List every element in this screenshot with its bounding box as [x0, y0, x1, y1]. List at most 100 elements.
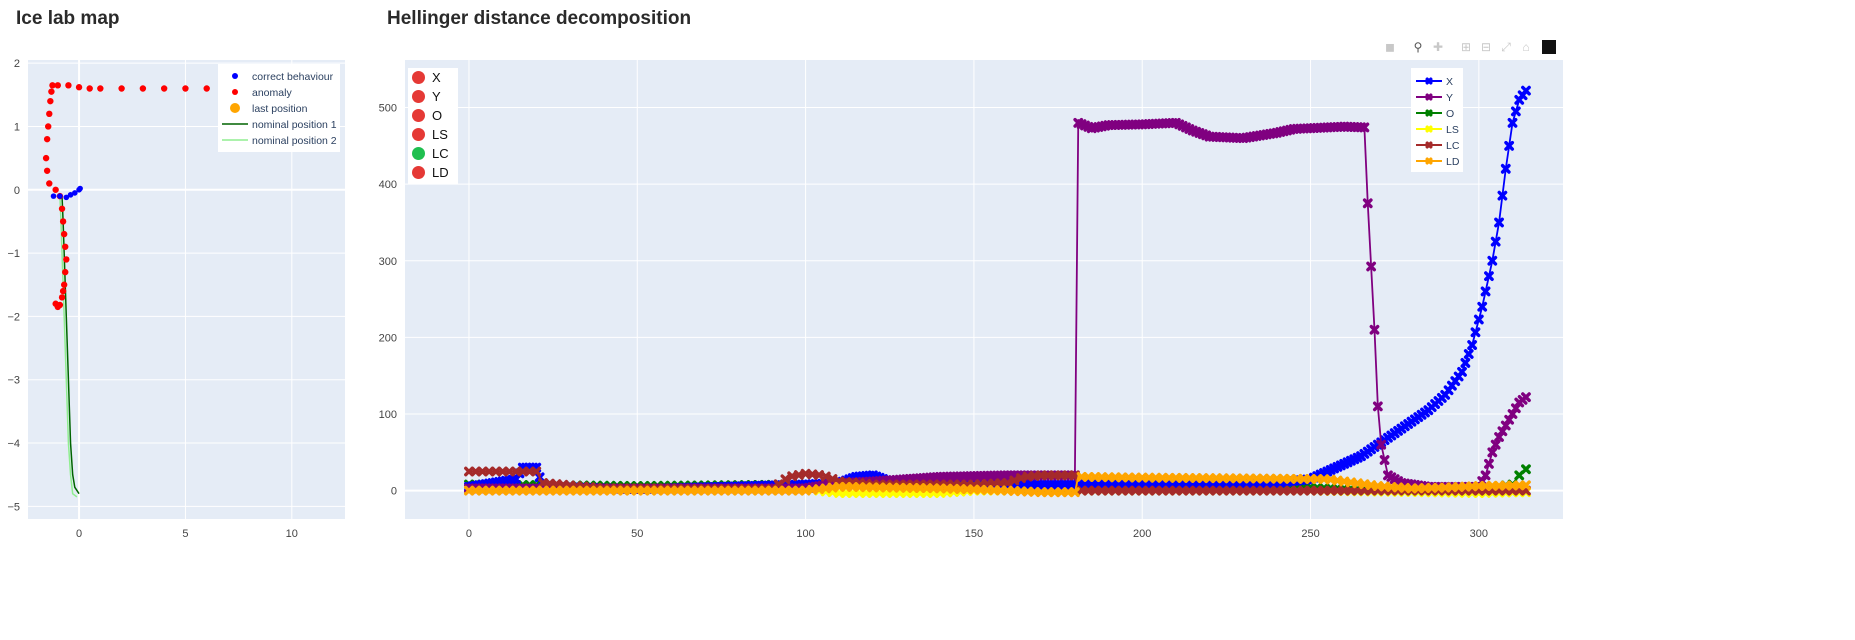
decomposition-title: Hellinger distance decomposition	[387, 8, 692, 29]
hd-legend-bg	[1411, 68, 1463, 172]
hd-marker-ld	[551, 485, 562, 496]
correct-point	[72, 190, 78, 196]
x-tick-label: 150	[965, 528, 983, 540]
hd-marker-ld	[767, 485, 777, 496]
status-row-ls: LS	[408, 125, 458, 144]
hd-marker-ld	[477, 485, 488, 496]
hd-marker-ld	[1056, 487, 1067, 498]
y-tick-label: −2	[7, 311, 20, 323]
anomaly-point	[58, 205, 66, 212]
anomaly-point	[59, 287, 67, 295]
hd-marker-x	[1470, 327, 1481, 338]
pan-icon[interactable]: ✚	[1432, 40, 1444, 54]
anomaly-point	[75, 84, 83, 91]
hd-marker-ld	[699, 485, 710, 496]
hd-marker-ld	[531, 485, 542, 496]
hd-marker-y	[1487, 447, 1498, 458]
hd-marker-lc	[1009, 475, 1020, 486]
hd-marker-ld	[753, 485, 764, 496]
hd-marker-lc	[511, 466, 521, 477]
hd-marker-lc	[1117, 485, 1127, 496]
chart-modebar: ◼ ⚲ ✚ ⊞ ⊟ ⤢ ⌂	[1380, 38, 1556, 56]
hd-marker-lc	[1049, 470, 1060, 481]
status-label: LS	[432, 127, 448, 142]
hd-marker-ld	[490, 485, 501, 496]
hd-marker-ld	[760, 485, 771, 496]
hd-marker-lc	[1150, 485, 1161, 496]
anomaly-point	[49, 82, 56, 89]
hd-marker-ld	[585, 485, 596, 496]
hd-marker-lc	[504, 466, 515, 477]
legend-dot-icon	[232, 89, 238, 95]
hd-marker-ld	[484, 485, 495, 496]
status-label: LC	[432, 146, 449, 161]
zoom-icon[interactable]: ⚲	[1413, 40, 1423, 54]
hd-marker-lc	[1170, 485, 1181, 496]
hd-marker-ld	[652, 485, 663, 496]
autoscale-icon[interactable]: ⤢	[1501, 39, 1511, 54]
hd-marker-ld	[679, 485, 690, 496]
hd-marker-x	[1504, 140, 1515, 151]
anomaly-point	[182, 85, 189, 92]
hd-marker-y	[1376, 439, 1387, 450]
hd-marker-lc	[1218, 485, 1228, 496]
reset-axes-icon[interactable]: ⌂	[1522, 40, 1530, 54]
hd-marker-ld	[1191, 473, 1201, 483]
x-tick-label: 250	[1301, 528, 1319, 540]
correct-point	[57, 193, 63, 199]
legend-marker-icon	[1425, 93, 1433, 101]
hd-marker-lc	[1002, 478, 1013, 488]
hd-marker-lc	[1137, 485, 1148, 496]
camera-icon[interactable]: ◼	[1385, 40, 1395, 54]
hd-marker-ld	[625, 485, 636, 496]
hd-marker-ld	[733, 485, 744, 496]
hd-marker-ld	[605, 485, 616, 496]
hd-marker-lc	[1177, 485, 1188, 496]
hd-marker-ld	[1083, 472, 1094, 482]
zoom-out-icon[interactable]: ⊟	[1480, 40, 1492, 54]
legend-marker-icon	[1425, 157, 1433, 165]
x-tick-label: 100	[796, 528, 814, 540]
hd-marker-ld	[558, 485, 569, 496]
hd-marker-ld	[1130, 472, 1141, 483]
hellinger-decomposition-chart[interactable]: 0 50 100 150 200 250 3000100200300400500XYOLSL…	[370, 40, 1570, 640]
y-tick-label: 300	[379, 256, 397, 268]
zoom-in-icon[interactable]: ⊞	[1460, 40, 1472, 54]
hd-marker-lc	[1130, 485, 1141, 496]
hd-marker-lc	[1238, 485, 1249, 496]
y-tick-label: 100	[379, 409, 397, 421]
hd-marker-lc	[1103, 485, 1114, 496]
hd-marker-lc	[1245, 485, 1255, 496]
hd-marker-lc	[524, 466, 535, 477]
hd-marker-lc	[1204, 485, 1215, 496]
hd-marker-ld	[618, 485, 629, 496]
hd-marker-ld	[1292, 473, 1302, 484]
hd-marker-ld	[504, 485, 515, 496]
hd-marker-ld	[1305, 474, 1316, 484]
hd-marker-lc	[1278, 485, 1289, 496]
hd-marker-lc	[1325, 485, 1336, 496]
hd-marker-lc	[820, 471, 831, 482]
plotly-logo-icon[interactable]	[1542, 40, 1556, 54]
anomaly-point	[48, 88, 55, 95]
hd-marker-ld	[511, 485, 521, 496]
hd-marker-lc	[1231, 485, 1242, 496]
anomaly-point	[97, 85, 104, 92]
hd-marker-ld	[740, 485, 750, 496]
hd-marker-y	[1379, 455, 1390, 465]
anomaly-point	[63, 256, 70, 263]
hd-marker-ld	[1211, 473, 1222, 484]
hd-marker-ld	[1043, 487, 1053, 498]
hd-marker-lc	[1332, 485, 1343, 496]
anomaly-point	[62, 243, 69, 250]
hd-marker-lc	[1164, 485, 1175, 496]
hd-series-group	[464, 85, 1531, 498]
hd-marker-lc	[464, 466, 474, 477]
hd-marker-ld	[713, 485, 723, 496]
status-row-x: X	[408, 68, 458, 87]
hd-marker-x	[1500, 163, 1511, 174]
y-tick-label: 200	[379, 332, 397, 344]
status-dot-icon	[412, 71, 425, 84]
anomaly-point	[139, 85, 147, 92]
